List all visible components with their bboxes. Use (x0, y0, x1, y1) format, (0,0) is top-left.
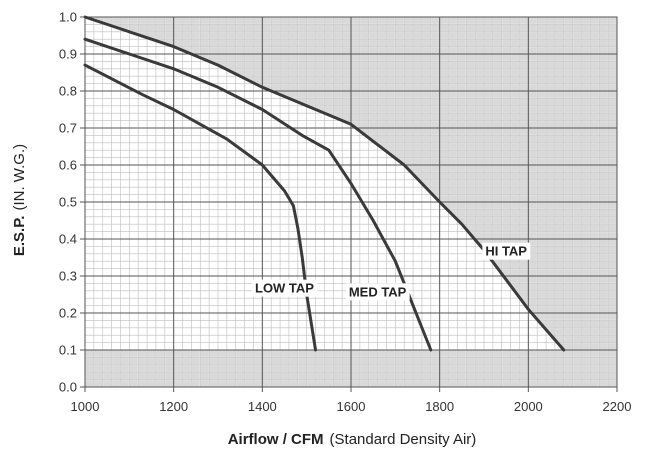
x-axis-title: Airflow / CFM (Standard Density Air) (228, 431, 477, 448)
series-lines (83, 15, 566, 352)
series-label-1: MED TAP (349, 284, 407, 299)
y-tick-label: 0.8 (59, 84, 77, 99)
x-tick-label: 1000 (71, 399, 100, 414)
y-tick-label: 0.4 (59, 232, 77, 247)
y-axis-title-main: E.S.P. (11, 216, 28, 257)
series-line-0 (83, 63, 318, 352)
series-label-2: HI TAP (485, 244, 527, 259)
series-line-1 (83, 37, 433, 352)
x-axis-ticks: 1000 1200 1400 1600 1800 2000 2200 (71, 387, 632, 414)
y-axis-title: E.S.P. (IN. W.G.) (11, 144, 28, 256)
y-tick-label: 0.9 (59, 47, 77, 62)
y-tick-label: 0.6 (59, 158, 77, 173)
series-label-bg-0 (252, 279, 318, 297)
major-gridlines (84, 16, 618, 388)
y-tick-label: 0.0 (59, 380, 77, 395)
series-label-bg-1 (345, 283, 410, 301)
x-tick-label: 2000 (514, 399, 543, 414)
y-tick-label: 0.3 (59, 269, 77, 284)
y-tick-label: 0.2 (59, 306, 77, 321)
x-tick-label: 2200 (603, 399, 632, 414)
y-axis-ticks: 0.0 0.1 0.2 0.3 0.4 0.5 0.6 0.7 0.8 0.9 1.0 (59, 10, 85, 395)
x-axis-title-main: Airflow / CFM (228, 431, 324, 448)
y-tick-label: 1.0 (59, 10, 77, 25)
x-tick-label: 1800 (425, 399, 454, 414)
y-axis-title-sub: (IN. W.G.) (11, 144, 28, 211)
x-tick-label: 1600 (337, 399, 366, 414)
y-tick-label: 0.5 (59, 195, 77, 210)
series-label-bg-2 (482, 242, 531, 260)
y-tick-label: 0.1 (59, 343, 77, 358)
x-tick-label: 1200 (159, 399, 188, 414)
y-tick-label: 0.7 (59, 121, 77, 136)
x-axis-title-sub: (Standard Density Air) (330, 431, 477, 448)
x-tick-label: 1400 (248, 399, 277, 414)
series-labels: LOW TAP MED TAP HI TAP (252, 242, 531, 301)
series-line-2 (83, 15, 566, 352)
series-label-0: LOW TAP (255, 281, 314, 296)
